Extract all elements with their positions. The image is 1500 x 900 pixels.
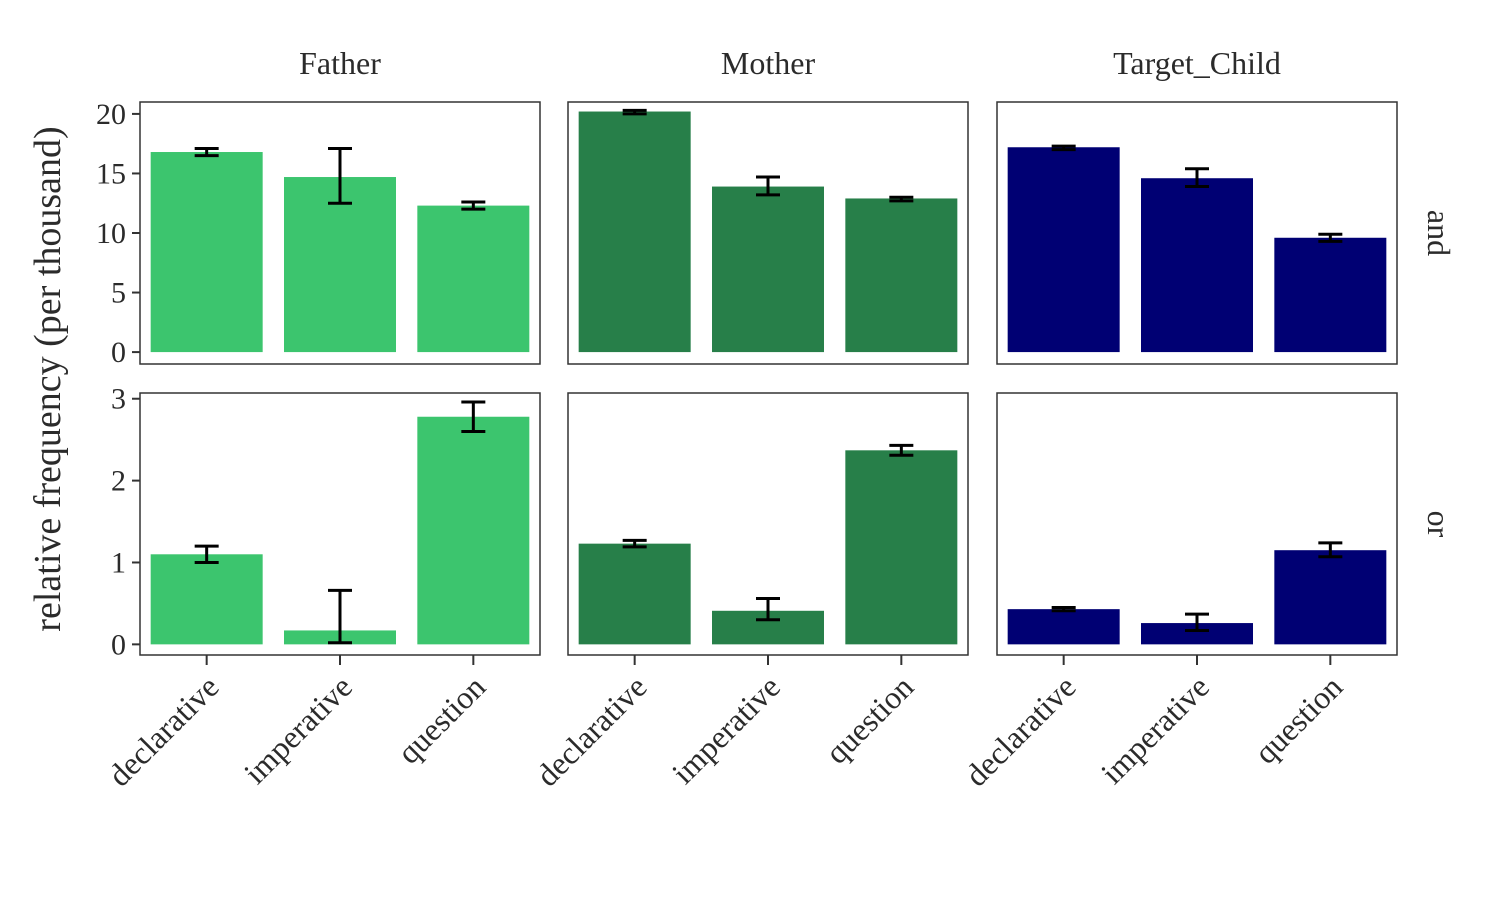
panel-mother-or: declarative imperative question	[529, 392, 969, 793]
error-bar-target-child-or-imperative	[1185, 612, 1209, 632]
panels: 0 5 10 15 20 0 1 2 3 declarative imperative questio…	[96, 98, 1398, 793]
error-bar-father-or-imperative	[328, 588, 352, 645]
error-bar-mother-or-declarative	[622, 538, 647, 549]
y-tick-label-father-and-20: 20	[96, 98, 126, 131]
error-bar-target-child-and-imperative	[1185, 167, 1209, 189]
y-tick-label-father-or-3: 3	[111, 383, 126, 416]
y-tick-label-father-or-1: 1	[111, 546, 126, 579]
bar-target-child-and-declarative	[1007, 147, 1120, 353]
bar-father-and-question	[417, 205, 530, 353]
bar-target-child-or-imperative	[1141, 623, 1253, 645]
panel-father-and: 0 5 10 15 20	[96, 98, 541, 369]
y-axis-title: relative frequency (per thousand)	[27, 126, 69, 631]
bar-mother-and-imperative	[712, 186, 824, 353]
row-strip-label-and: and	[1421, 210, 1457, 256]
error-bar-target-child-and-declarative	[1051, 144, 1076, 152]
error-bar-mother-and-question	[889, 195, 914, 203]
bar-father-or-declarative	[150, 554, 263, 645]
bar-target-child-or-declarative	[1007, 609, 1120, 645]
bar-mother-and-question	[845, 198, 958, 353]
error-bar-mother-and-declarative	[622, 108, 647, 116]
error-bar-father-or-declarative	[194, 544, 219, 564]
bar-mother-or-question	[845, 450, 958, 645]
error-bar-mother-or-question	[889, 443, 914, 457]
error-bar-father-and-question	[461, 200, 486, 211]
error-bar-target-child-or-question	[1318, 541, 1343, 559]
error-bar-target-child-and-question	[1318, 232, 1343, 243]
y-tick-label-father-or-0: 0	[111, 628, 126, 661]
y-tick-label-father-and-0: 0	[111, 336, 126, 369]
error-bar-target-child-or-declarative	[1051, 606, 1076, 613]
row-strip-label-or: or	[1421, 511, 1457, 538]
y-tick-label-father-and-15: 15	[96, 157, 126, 190]
bar-mother-or-declarative	[578, 543, 691, 645]
error-bar-mother-or-imperative	[756, 597, 780, 622]
bar-target-child-and-question	[1274, 237, 1387, 353]
bar-father-and-imperative	[284, 177, 396, 353]
y-tick-label-father-and-10: 10	[96, 217, 126, 250]
bar-mother-and-declarative	[578, 111, 691, 353]
panel-mother-and	[567, 101, 969, 365]
panel-target-child-and	[996, 101, 1398, 365]
y-tick-label-father-and-5: 5	[111, 277, 126, 310]
bar-father-or-question	[417, 416, 530, 645]
error-bar-mother-and-imperative	[756, 175, 780, 197]
column-strip-label-target-child: Target_Child	[1113, 45, 1281, 81]
bar-target-child-and-imperative	[1141, 178, 1253, 353]
column-strip-label-father: Father	[299, 45, 381, 81]
y-tick-label-father-or-2: 2	[111, 465, 126, 498]
error-bar-father-or-question	[461, 400, 486, 433]
error-bar-father-and-imperative	[328, 146, 352, 205]
error-bar-father-and-declarative	[194, 146, 219, 158]
column-strip-label-mother: Mother	[721, 45, 816, 81]
bar-target-child-or-question	[1274, 550, 1387, 645]
bar-father-and-declarative	[150, 152, 263, 353]
